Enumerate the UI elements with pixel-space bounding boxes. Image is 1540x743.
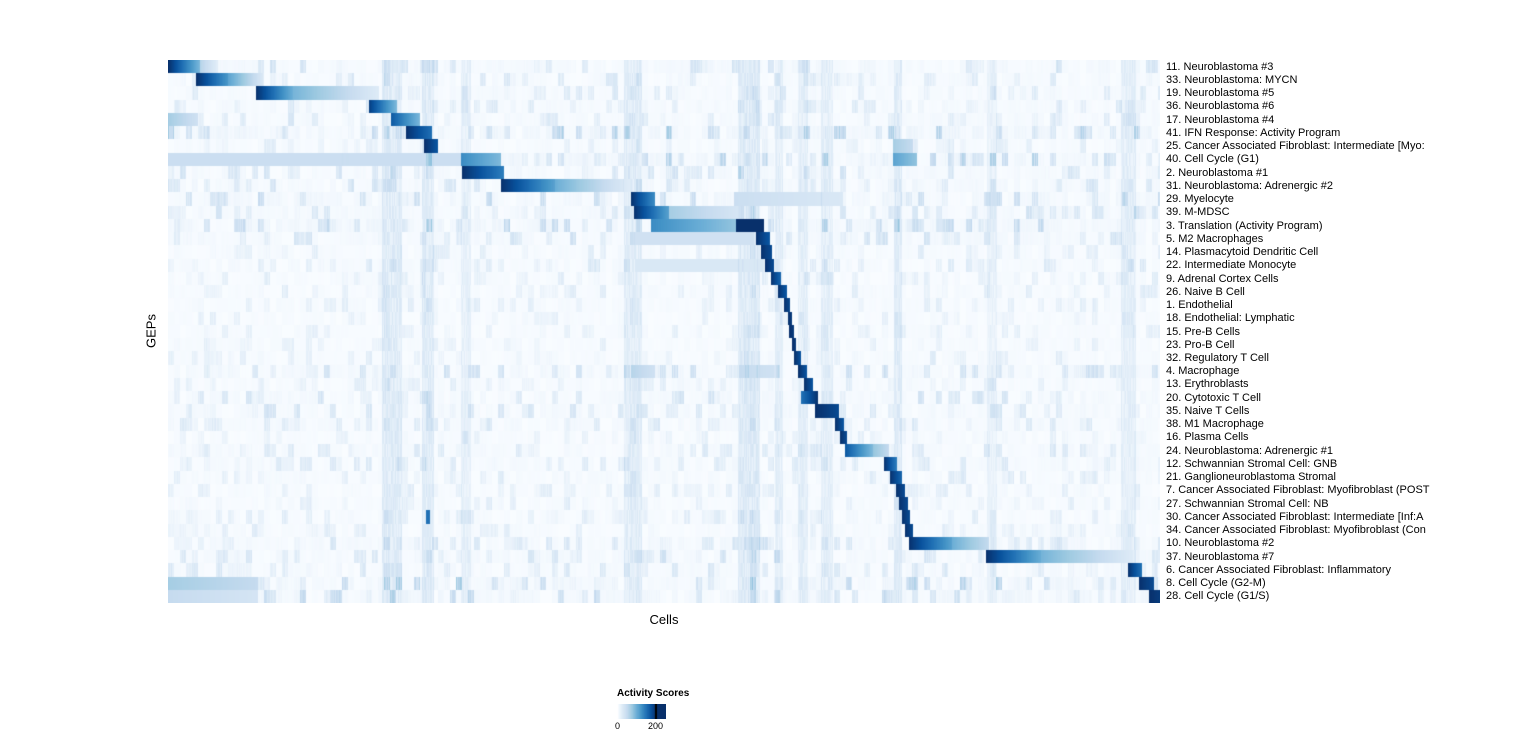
row-label: 30. Cancer Associated Fibroblast: Interm…: [1166, 510, 1424, 523]
row-label: 28. Cell Cycle (G1/S): [1166, 590, 1270, 603]
legend-ticks: 0 200: [615, 719, 737, 731]
row-label: 1. Endothelial: [1166, 299, 1233, 311]
row-label: 9. Adrenal Cortex Cells: [1166, 272, 1279, 285]
row-label: 2. Neuroblastoma #1: [1166, 166, 1269, 179]
row-label: 18. Endothelial: Lymphatic: [1166, 312, 1295, 325]
row-label: 3. Translation (Activity Program): [1166, 219, 1323, 232]
row-label: 7. Cancer Associated Fibroblast: Myofibr…: [1166, 484, 1430, 497]
row-label: 17. Neuroblastoma #4: [1166, 113, 1275, 126]
row-label: 40. Cell Cycle (G1): [1166, 153, 1259, 166]
legend-title: Activity Scores: [617, 688, 690, 699]
row-label: 38. M1 Macrophage: [1166, 418, 1264, 431]
row-label: 5. M2 Macrophages: [1166, 232, 1264, 245]
x-axis-label: Cells: [649, 612, 679, 627]
row-label: 10. Neuroblastoma #2: [1166, 537, 1275, 550]
row-label: 4. Macrophage: [1166, 365, 1240, 378]
row-label: 19. Neuroblastoma #5: [1166, 87, 1275, 100]
row-label: 20. Cytotoxic T Cell: [1166, 391, 1261, 404]
row-label: 8. Cell Cycle (G2-M): [1166, 577, 1266, 590]
row-label: 11. Neuroblastoma #3: [1166, 60, 1274, 73]
row-label: 34. Cancer Associated Fibroblast: Myofib…: [1166, 524, 1426, 537]
y-axis-label: GEPs: [143, 314, 159, 348]
row-label: 37. Neuroblastoma #7: [1166, 550, 1275, 563]
row-label: 6. Cancer Associated Fibroblast: Inflamm…: [1166, 563, 1391, 576]
row-label: 15. Pre-B Cells: [1166, 325, 1240, 338]
row-label: 13. Erythroblasts: [1166, 378, 1249, 391]
legend-tick-min: 0: [615, 721, 621, 731]
row-label: 12. Schwannian Stromal Cell: GNB: [1166, 457, 1338, 470]
activity-scores-legend: Activity Scores 0 200: [615, 688, 737, 731]
row-label: 36. Neuroblastoma #6: [1166, 100, 1275, 113]
row-label: 25. Cancer Associated Fibroblast: Interm…: [1166, 140, 1425, 153]
row-label: 32. Regulatory T Cell: [1166, 351, 1269, 364]
row-label: 27. Schwannian Stromal Cell: NB: [1166, 497, 1329, 510]
row-label: 29. Myelocyte: [1166, 193, 1234, 206]
row-label: 21. Ganglioneuroblastoma Stromal: [1166, 471, 1336, 484]
legend-gradient: [617, 704, 666, 719]
row-label: 26. Naive B Cell: [1166, 285, 1245, 298]
legend-tick-max: 200: [648, 721, 664, 731]
row-labels: 11. Neuroblastoma #3 33. Neuroblastoma: M…: [1166, 60, 1540, 603]
row-label: 16. Plasma Cells: [1166, 431, 1249, 444]
row-label: 39. M-MDSC: [1166, 206, 1230, 219]
row-label: 14. Plasmacytoid Dendritic Cell: [1166, 246, 1319, 259]
row-label: 24. Neuroblastoma: Adrenergic #1: [1166, 444, 1333, 457]
row-label: 31. Neuroblastoma: Adrenergic #2: [1166, 179, 1333, 192]
heatmap-canvas: [168, 60, 1160, 603]
row-label: 22. Intermediate Monocyte: [1166, 259, 1297, 272]
row-label: 23. Pro-B Cell: [1166, 338, 1235, 351]
row-label: 33. Neuroblastoma: MYCN: [1166, 73, 1298, 86]
row-label: 35. Naive T Cells: [1166, 404, 1250, 417]
row-label: 41. IFN Response: Activity Program: [1166, 126, 1341, 139]
